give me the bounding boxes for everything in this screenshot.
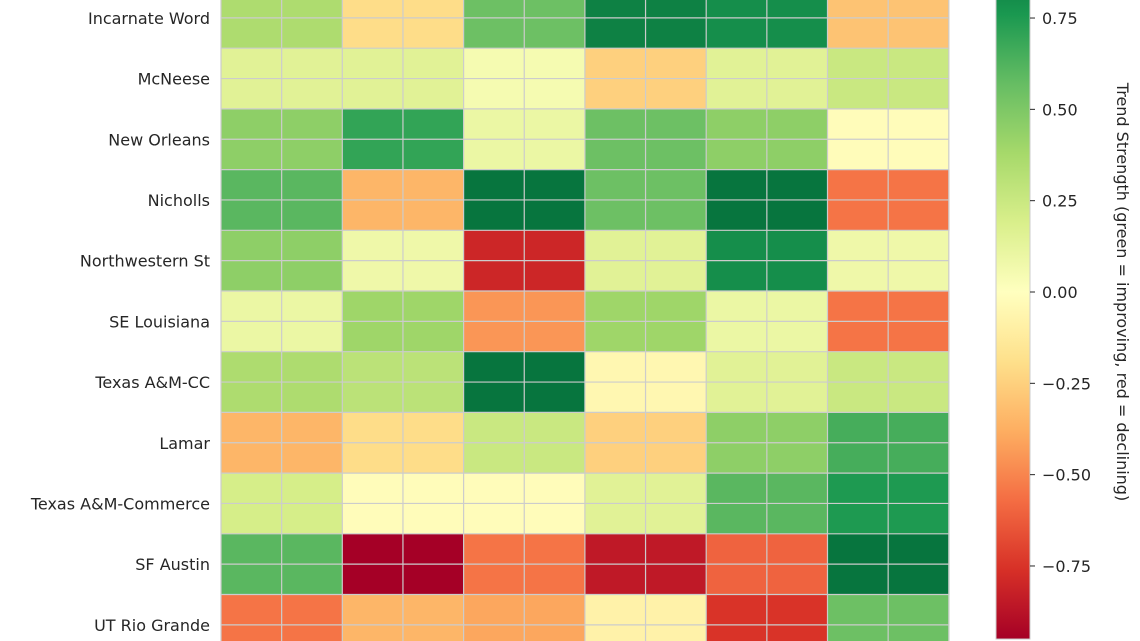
row-label: Incarnate Word bbox=[88, 9, 210, 28]
colorbar-label: Trend Strength (green = improving, red =… bbox=[1113, 82, 1132, 501]
row-label: New Orleans bbox=[108, 130, 210, 149]
row-label: Northwestern St bbox=[80, 252, 210, 271]
row-label: Lamar bbox=[159, 434, 210, 453]
colorbar-tick-label: 0.50 bbox=[1042, 100, 1078, 119]
colorbar-tick-label: −0.25 bbox=[1042, 374, 1091, 393]
colorbar-tick-label: −0.75 bbox=[1042, 557, 1091, 576]
colorbar-tick-label: 0.00 bbox=[1042, 283, 1078, 302]
row-label: Nicholls bbox=[148, 191, 210, 210]
colorbar-tick-label: 0.25 bbox=[1042, 192, 1078, 211]
row-label: UT Rio Grande bbox=[94, 616, 210, 635]
colorbar-tick-label: 0.75 bbox=[1042, 9, 1078, 28]
row-label: McNeese bbox=[138, 70, 210, 89]
grid-lines bbox=[220, 0, 950, 641]
row-label: Texas A&M-CC bbox=[94, 373, 210, 392]
colorbar-gradient bbox=[995, 0, 1031, 640]
row-labels: Incarnate Word McNeese New Orleans Nicholls… bbox=[30, 9, 211, 635]
row-label: SF Austin bbox=[135, 555, 210, 574]
row-label: SE Louisiana bbox=[109, 312, 210, 331]
row-label: Texas A&M-Commerce bbox=[30, 494, 210, 513]
colorbar-tick-label: −0.50 bbox=[1042, 466, 1091, 485]
colorbar: 0.75 0.50 0.25 0.00 −0.25 −0.50 −0.75 bbox=[995, 0, 1091, 640]
